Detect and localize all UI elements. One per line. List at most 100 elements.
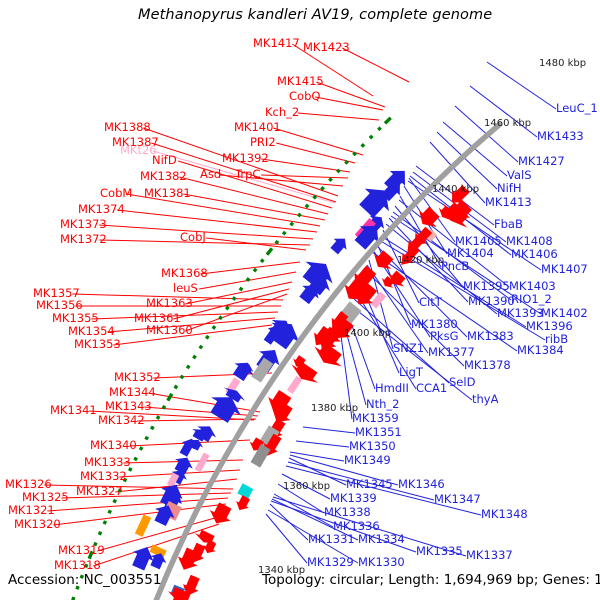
gene-label-vals[interactable]: ValS — [507, 168, 532, 182]
gene-label-mk1321[interactable]: MK1321 — [8, 503, 55, 517]
gene-feature-layer[interactable] — [101, 164, 476, 600]
gene-label-cobm[interactable]: CobM — [100, 186, 133, 200]
gene-box[interactable] — [370, 291, 387, 309]
gene-label-nifd[interactable]: NifD — [152, 153, 177, 167]
gene-label-mk1377[interactable]: MK1377 — [428, 345, 475, 359]
gene-arrow[interactable] — [229, 357, 257, 384]
gene-label-mkt26[interactable]: MKt26 — [120, 143, 157, 157]
gene-label-mk1357[interactable]: MK1357 — [33, 286, 80, 300]
gene-label-mk1401[interactable]: MK1401 — [234, 120, 281, 134]
gene-label-mk1319[interactable]: MK1319 — [58, 543, 105, 557]
gene-label-mk1407[interactable]: MK1407 — [541, 262, 588, 276]
gene-label-cobq[interactable]: CobQ — [289, 89, 321, 103]
gene-label-mk1336[interactable]: MK1336 — [333, 519, 380, 533]
gene-arrow[interactable] — [189, 425, 211, 444]
gene-label-mk1339[interactable]: MK1339 — [330, 491, 377, 505]
gene-arrow[interactable] — [354, 179, 397, 222]
gene-label-mk1325[interactable]: MK1325 — [22, 490, 69, 504]
gene-label-mk1402[interactable]: MK1402 — [541, 306, 588, 320]
gene-arrow[interactable] — [204, 388, 246, 426]
gene-label-mk1423[interactable]: MK1423 — [303, 40, 350, 54]
gene-label-mk1356[interactable]: MK1356 — [36, 298, 83, 312]
gene-label-mk1396[interactable]: MK1396 — [526, 319, 573, 333]
gene-label-mk1327[interactable]: MK1327 — [76, 484, 123, 498]
gene-label-mk1388[interactable]: MK1388 — [104, 120, 151, 134]
gene-box[interactable] — [134, 514, 152, 537]
gene-label-mk1331[interactable]: MK1331 — [308, 532, 355, 546]
gene-label-mk1381[interactable]: MK1381 — [144, 186, 191, 200]
gene-box[interactable] — [286, 375, 303, 394]
gene-label-mk1320[interactable]: MK1320 — [14, 517, 61, 531]
gene-box[interactable] — [424, 229, 438, 242]
gene-label-mk1343[interactable]: MK1343 — [105, 399, 152, 413]
gene-arrow[interactable] — [261, 321, 285, 347]
gene-box[interactable] — [258, 425, 280, 450]
gene-arrow[interactable] — [201, 539, 219, 556]
gene-label-mk1390[interactable]: MK1390 — [468, 294, 515, 308]
gene-label-hmdii[interactable]: HmdII — [375, 381, 409, 395]
gene-label-fbab[interactable]: FbaB — [494, 217, 523, 231]
gene-arrow[interactable] — [328, 233, 352, 257]
gene-arrow[interactable] — [297, 253, 340, 294]
gene-label-mk1350[interactable]: MK1350 — [349, 439, 396, 453]
gene-label-mk1361[interactable]: MK1361 — [134, 311, 181, 325]
gene-label-nifh[interactable]: NifH — [497, 181, 522, 195]
gene-label-snz1[interactable]: SNZ1 — [393, 341, 425, 355]
gene-label-mk1393[interactable]: MK1393 — [497, 306, 544, 320]
gene-box[interactable] — [166, 472, 180, 488]
gene-label-mk1335[interactable]: MK1335 — [416, 544, 463, 558]
gene-label-mk1406[interactable]: MK1406 — [511, 247, 558, 261]
gene-label-mk1395[interactable]: MK1395 — [463, 279, 510, 293]
gene-label-asd[interactable]: Asd — [200, 167, 222, 181]
gene-label-trpc[interactable]: TrpC — [235, 167, 261, 181]
gene-arrow[interactable] — [288, 358, 323, 389]
gene-arrow[interactable] — [438, 197, 473, 232]
gene-label-mk1359[interactable]: MK1359 — [352, 411, 399, 425]
gene-label-pri2[interactable]: PRI2 — [250, 135, 276, 149]
gene-arrow[interactable] — [268, 399, 297, 427]
gene-label-ribb[interactable]: ribB — [545, 332, 569, 346]
gene-label-mk1378[interactable]: MK1378 — [464, 358, 511, 372]
gene-label-thya[interactable]: thyA — [472, 392, 499, 406]
gene-label-mk1374[interactable]: MK1374 — [78, 202, 125, 216]
gene-label-mk1408[interactable]: MK1408 — [506, 234, 553, 248]
gene-label-mk1333[interactable]: MK1333 — [84, 455, 131, 469]
gene-label-mk1345[interactable]: MK1345 — [346, 477, 393, 491]
gene-label-mk1368[interactable]: MK1368 — [161, 266, 208, 280]
gene-label-mk1354[interactable]: MK1354 — [68, 324, 115, 338]
gene-label-ligt[interactable]: LigT — [399, 365, 423, 379]
gene-box[interactable] — [237, 483, 254, 499]
gene-label-mk1338[interactable]: MK1338 — [324, 505, 371, 519]
gene-label-mk1330[interactable]: MK1330 — [358, 555, 405, 569]
gene-arrow[interactable] — [339, 276, 371, 307]
gene-arrow[interactable] — [436, 204, 456, 224]
gene-label-mk1342[interactable]: MK1342 — [98, 413, 145, 427]
gene-label-mk1433[interactable]: MK1433 — [537, 129, 584, 143]
gene-label-mk1373[interactable]: MK1373 — [60, 217, 107, 231]
gene-arrow[interactable] — [171, 453, 196, 477]
gene-label-leuc_1[interactable]: LeuC_1 — [556, 101, 598, 115]
gene-label-nth_2[interactable]: Nth_2 — [366, 397, 400, 411]
gene-arrow[interactable] — [179, 573, 202, 599]
gene-label-mk1353[interactable]: MK1353 — [74, 337, 121, 351]
gene-arrow[interactable] — [150, 501, 178, 528]
gene-arrow[interactable] — [347, 263, 379, 296]
gene-arrow[interactable] — [163, 587, 195, 600]
gene-arrow[interactable] — [174, 546, 203, 575]
gene-arrow[interactable] — [177, 435, 199, 458]
gene-arrow[interactable] — [310, 339, 347, 373]
gene-label-pncb[interactable]: PncB — [441, 259, 470, 273]
gene-arrow[interactable] — [296, 279, 324, 306]
gene-label-mk1351[interactable]: MK1351 — [355, 425, 402, 439]
gene-label-mk1340[interactable]: MK1340 — [90, 438, 137, 452]
gene-label-mk1360[interactable]: MK1360 — [146, 323, 193, 337]
gene-label-mk1346[interactable]: MK1346 — [398, 477, 445, 491]
gene-label-mk1372[interactable]: MK1372 — [60, 232, 107, 246]
gene-label-mk1337[interactable]: MK1337 — [466, 548, 513, 562]
gene-label-mk1355[interactable]: MK1355 — [52, 311, 99, 325]
gene-arrow[interactable] — [326, 309, 351, 335]
gene-label-mk1318[interactable]: MK1318 — [54, 558, 101, 572]
gene-label-mk1349[interactable]: MK1349 — [344, 453, 391, 467]
gene-label-mk1347[interactable]: MK1347 — [434, 492, 481, 506]
